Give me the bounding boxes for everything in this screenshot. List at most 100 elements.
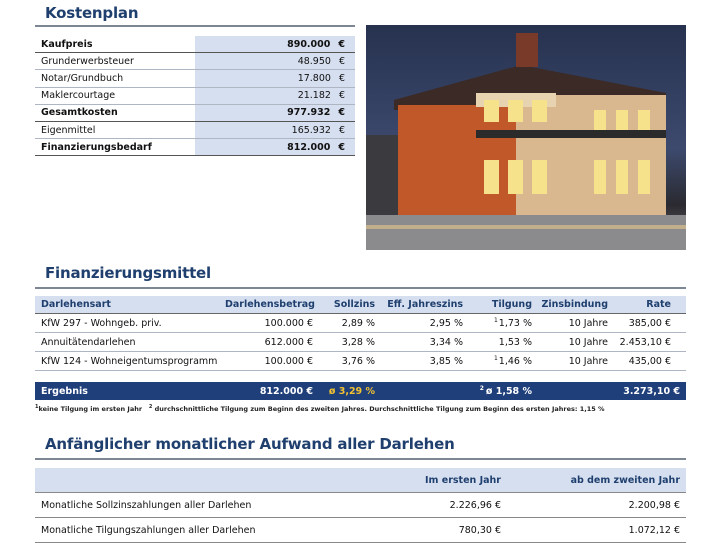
cell-art: KfW 297 - Wohngeb. priv. bbox=[41, 317, 162, 329]
cell-rate: 385,00 € bbox=[628, 317, 671, 329]
finanzierung-title: Finanzierungsmittel bbox=[45, 264, 211, 282]
row-label: Grunderwerbsteuer bbox=[41, 55, 134, 67]
ergebnis-betrag: 812.000 € bbox=[259, 385, 313, 397]
currency: € bbox=[338, 90, 345, 102]
currency: € bbox=[338, 55, 345, 67]
row-value: 890.000 € bbox=[195, 36, 355, 53]
amount: 21.182 bbox=[297, 90, 331, 102]
table-row: Gesamtkosten 977.932 € bbox=[35, 104, 355, 122]
cell-first-year: 2.226,96 € bbox=[449, 499, 501, 511]
row-label: Eigenmittel bbox=[41, 124, 96, 136]
currency: € bbox=[338, 141, 345, 153]
row-value: 21.182 € bbox=[195, 87, 355, 104]
divider bbox=[35, 25, 355, 27]
ergebnis-rate: 3.273,10 € bbox=[623, 385, 680, 397]
footnote-text: keine Tilgung im ersten Jahr bbox=[38, 405, 143, 413]
column-header: Im ersten Jahr bbox=[425, 474, 501, 486]
table-header: Darlehensart Darlehensbetrag Sollzins Eff. … bbox=[35, 296, 686, 314]
kostenplan-table: Kaufpreis 890.000 € Grunderwerbsteuer 48.950… bbox=[35, 36, 355, 157]
cell-rate: 2.453,10 € bbox=[619, 336, 671, 348]
column-header: Sollzins bbox=[333, 299, 375, 310]
row-label: Kaufpreis bbox=[41, 38, 93, 50]
table-row: Finanzierungsbedarf 812.000 € bbox=[35, 139, 355, 157]
cell-art: Annuitätendarlehen bbox=[41, 336, 136, 348]
aufwand-title: Anfänglicher monatlicher Aufwand aller D… bbox=[45, 435, 455, 453]
ergebnis-label: Ergebnis bbox=[41, 385, 88, 397]
row-value: 977.932 € bbox=[195, 104, 355, 121]
footnote-marker: 1 bbox=[493, 317, 498, 324]
row-value: 812.000 € bbox=[195, 139, 355, 156]
column-header: Tilgung bbox=[491, 299, 532, 310]
table-row: Eigenmittel 165.932 € bbox=[35, 121, 355, 140]
row-value: 17.800 € bbox=[195, 70, 355, 87]
table-row: Grunderwerbsteuer 48.950 € bbox=[35, 53, 355, 71]
table-row: Maklercourtage 21.182 € bbox=[35, 87, 355, 105]
cell-eff: 2,95 % bbox=[429, 317, 463, 329]
row-value: 165.932 € bbox=[195, 121, 355, 139]
footnotes: 1keine Tilgung im ersten Jahr 2 durchsch… bbox=[35, 404, 605, 413]
tilgung-value: 1,53 % bbox=[498, 337, 532, 348]
amount: 812.000 bbox=[287, 141, 331, 153]
divider bbox=[35, 458, 686, 460]
cell-betrag: 100.000 € bbox=[264, 317, 313, 329]
amount: 977.932 bbox=[287, 107, 331, 119]
house-photo bbox=[366, 25, 686, 250]
tilgung-value: 1,46 % bbox=[498, 356, 532, 367]
kostenplan-title: Kostenplan bbox=[45, 4, 139, 22]
amount: 890.000 bbox=[287, 38, 331, 50]
cell-eff: 3,85 % bbox=[429, 355, 463, 367]
cell-second-year: 2.200,98 € bbox=[628, 499, 680, 511]
tilgung-value: 1,73 % bbox=[498, 318, 532, 329]
currency: € bbox=[338, 124, 345, 136]
footnote-number: 1 bbox=[35, 404, 39, 410]
currency: € bbox=[338, 72, 345, 84]
amount: 165.932 bbox=[291, 124, 331, 136]
cell-tilgung: 1,53 % bbox=[463, 336, 532, 348]
cell-bindung: 10 Jahre bbox=[568, 336, 608, 348]
ergebnis-tilgung: ø 1,58 % bbox=[485, 386, 532, 397]
column-header: Eff. Jahreszins bbox=[387, 299, 463, 310]
cell-sollzins: 3,76 % bbox=[341, 355, 375, 367]
row-value: 48.950 € bbox=[195, 53, 355, 70]
row-label: Finanzierungsbedarf bbox=[41, 141, 152, 153]
row-label: Monatliche Tilgungszahlungen aller Darle… bbox=[41, 524, 256, 536]
footnote-marker: 2 bbox=[479, 385, 484, 392]
row-label: Maklercourtage bbox=[41, 90, 116, 102]
cell-bindung: 10 Jahre bbox=[568, 355, 608, 367]
footnote-text: durchschnittliche Tilgung zum Beginn des… bbox=[154, 405, 605, 413]
cell-betrag: 100.000 € bbox=[264, 355, 313, 367]
row-label: Monatliche Sollzinszahlungen aller Darle… bbox=[41, 499, 252, 511]
cell-tilgung: 11,46 % bbox=[463, 355, 532, 367]
column-header: Zinsbindung bbox=[541, 299, 608, 310]
cell-sollzins: 2,89 % bbox=[341, 317, 375, 329]
cell-first-year: 780,30 € bbox=[458, 524, 501, 536]
ergebnis-sollzins: ø 3,29 % bbox=[328, 385, 375, 397]
cell-tilgung: 11,73 % bbox=[463, 317, 532, 329]
cell-sollzins: 3,28 % bbox=[341, 336, 375, 348]
cell-art: KfW 124 - Wohneigentumsprogramm bbox=[41, 355, 218, 367]
column-header: Rate bbox=[646, 299, 671, 310]
table-header: Im ersten Jahr ab dem zweiten Jahr bbox=[35, 468, 686, 493]
footnote-marker: 1 bbox=[493, 355, 498, 362]
column-header: Darlehensbetrag bbox=[225, 299, 315, 310]
table-row: Notar/Grundbuch 17.800 € bbox=[35, 70, 355, 88]
table-row: Monatliche Tilgungszahlungen aller Darle… bbox=[35, 518, 686, 543]
finanzierung-table: Darlehensart Darlehensbetrag Sollzins Eff. … bbox=[35, 296, 686, 371]
row-label: Gesamtkosten bbox=[41, 107, 118, 119]
table-row: Kaufpreis 890.000 € bbox=[35, 36, 355, 54]
cell-bindung: 10 Jahre bbox=[568, 317, 608, 329]
cell-rate: 435,00 € bbox=[628, 355, 671, 367]
cell-betrag: 612.000 € bbox=[264, 336, 313, 348]
cell-second-year: 1.072,12 € bbox=[628, 524, 680, 536]
column-header: ab dem zweiten Jahr bbox=[570, 474, 680, 486]
aufwand-table: Im ersten Jahr ab dem zweiten Jahr Monatli… bbox=[35, 468, 686, 543]
amount: 17.800 bbox=[297, 72, 331, 84]
table-row: KfW 297 - Wohngeb. priv. 100.000 € 2,89 % 2… bbox=[35, 314, 686, 333]
table-row: Monatliche Sollzinszahlungen aller Darle… bbox=[35, 493, 686, 518]
currency: € bbox=[338, 107, 345, 119]
divider bbox=[35, 287, 686, 289]
column-header: Darlehensart bbox=[41, 299, 111, 310]
table-row: Annuitätendarlehen 612.000 € 3,28 % 3,34 % 1… bbox=[35, 333, 686, 352]
table-row: KfW 124 - Wohneigentumsprogramm 100.000 €… bbox=[35, 352, 686, 371]
